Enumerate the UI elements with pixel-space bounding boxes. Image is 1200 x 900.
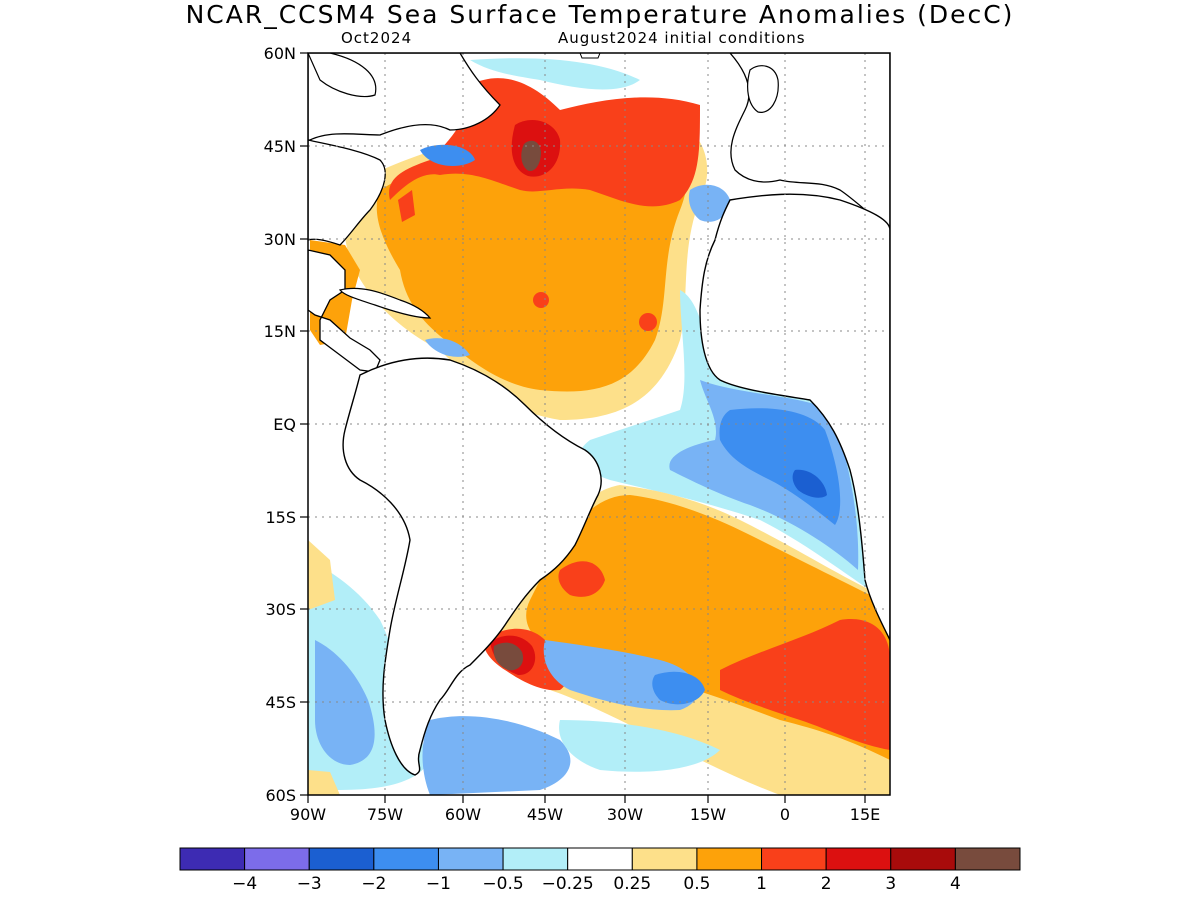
lon-label-90w: 90W (290, 805, 326, 824)
max-anomaly-argentina-shelf (493, 642, 524, 671)
longitude-labels: 90W 75W 60W 45W 30W 15W 0 15E (290, 805, 880, 824)
tick-marks (300, 52, 866, 803)
colorbar-label: −1 (426, 874, 451, 894)
latitude-labels: 60N 45N 30N 15N EQ 15S 30S 45S 60S (264, 44, 296, 805)
cool-south-spot (652, 671, 705, 705)
lat-label-eq: EQ (273, 415, 296, 434)
lat-label-60s: 60S (265, 786, 296, 805)
land-greenland-labrador (308, 53, 377, 98)
colorbar-swatch (954, 847, 1021, 871)
cool-west-europe (688, 184, 730, 222)
lon-label-60w: 60W (445, 805, 481, 824)
colorbar-swatch (179, 847, 246, 871)
colorbar-swatch (696, 847, 763, 871)
cool-tongue-deep (792, 469, 827, 498)
warm-spot-gulf-stream (398, 190, 415, 222)
colorbar-swatch (567, 847, 633, 871)
land-cuba (338, 287, 432, 319)
lat-label-45n: 45N (264, 137, 296, 156)
warm-spot-central-atlantic (533, 292, 549, 308)
colorbar-swatch (761, 847, 827, 871)
land-south-america (342, 357, 602, 776)
colorbar-label: −3 (297, 874, 322, 894)
land-british-isles (747, 65, 779, 113)
warm-spot-east-atlantic (639, 313, 657, 331)
colorbar-label: 0.25 (613, 874, 651, 894)
cool-south-rim (559, 720, 720, 772)
lon-label-75w: 75W (367, 805, 403, 824)
cool-labrador (470, 58, 640, 90)
chart-title: NCAR_CCSM4 Sea Surface Temperature Anoma… (185, 0, 1015, 29)
land-central-america (308, 249, 381, 373)
graticule (308, 53, 890, 795)
colorbar-swatch (308, 847, 375, 871)
lon-label-45w: 45W (527, 805, 563, 824)
colorbar-label: 2 (821, 874, 832, 894)
colorbar-label: −2 (361, 874, 386, 894)
colorbar-swatch (890, 847, 956, 871)
colorbar: −4 −3 −2 −1 −0.5 −0.25 0.25 0.5 1 2 3 4 (179, 847, 1021, 894)
max-anomaly-north-atlantic (521, 140, 541, 171)
lat-label-30n: 30N (264, 230, 296, 249)
lat-label-45s: 45S (265, 693, 296, 712)
hot-south-atlantic-east (720, 619, 890, 750)
colorbar-label: 0.5 (683, 874, 710, 894)
warm-west-pacific (308, 540, 335, 610)
lat-label-30s: 30S (265, 600, 296, 619)
colorbar-swatch (825, 847, 892, 871)
warm-southwest-corner (308, 770, 340, 795)
land-north-america (308, 53, 501, 246)
colorbar-label: 1 (756, 874, 767, 894)
lat-label-60n: 60N (264, 44, 296, 63)
colorbar-swatch (244, 847, 310, 871)
land-iceland (579, 53, 601, 59)
cool-caribbean-south (425, 338, 470, 357)
hot-south-atlantic-west (558, 561, 605, 597)
lat-label-15n: 15N (264, 322, 296, 341)
colorbar-label: −4 (232, 874, 257, 894)
colorbar-swatch (373, 847, 439, 871)
forecast-month: Oct2024 (341, 29, 413, 47)
colorbar-swatch (437, 847, 504, 871)
lon-label-15e: 15E (850, 805, 880, 824)
lon-label-15w: 15W (690, 805, 726, 824)
land-africa (699, 193, 890, 641)
cool-nova-scotia (420, 144, 475, 166)
lon-label-0: 0 (780, 805, 790, 824)
lon-label-30w: 30W (607, 805, 643, 824)
anomaly-field (308, 53, 890, 795)
colorbar-label: −0.25 (542, 874, 594, 894)
lat-label-15s: 15S (265, 508, 296, 527)
colorbar-label: −0.5 (482, 874, 523, 894)
colorbar-label: 3 (885, 874, 896, 894)
colorbar-swatch (631, 847, 698, 871)
colorbar-swatch (502, 847, 569, 871)
cool-falklands (422, 716, 571, 795)
colorbar-label: 4 (950, 874, 961, 894)
initial-conditions-label: August2024 initial conditions (558, 29, 806, 47)
